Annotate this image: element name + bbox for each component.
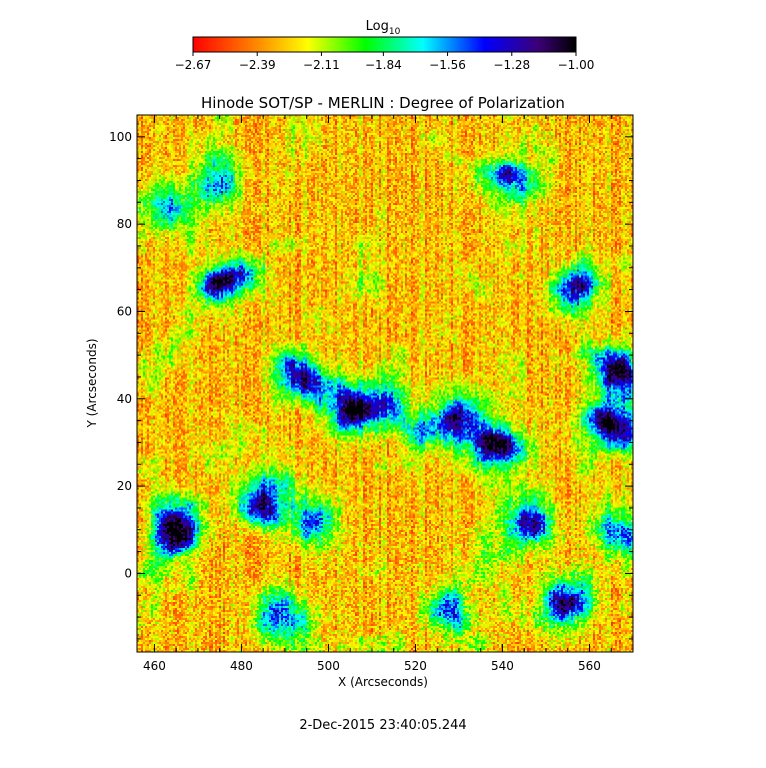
y-axis-label: Y (Arcseconds): [85, 338, 99, 428]
y-tick-label: 0: [124, 566, 132, 580]
colorbar-tick-label: −2.11: [303, 58, 340, 72]
colorbar-tick-label: −1.28: [493, 58, 530, 72]
x-axis-label: X (Arcseconds): [338, 675, 428, 689]
plot-frame: [136, 114, 634, 653]
x-tick-label: 500: [317, 659, 340, 673]
heatmap-image: [137, 115, 633, 652]
colorbar-tick-label: −2.67: [175, 58, 212, 72]
colorbar-gradient: [192, 36, 577, 53]
y-tick-label: 40: [117, 392, 132, 406]
colorbar-tick-label: −1.84: [365, 58, 402, 72]
colorbar-tick-label: −2.39: [239, 58, 276, 72]
x-tick-label: 540: [491, 659, 514, 673]
y-tick-label: 20: [117, 479, 132, 493]
y-axis: 0 20 40 60 80 100: [109, 114, 633, 640]
y-tick-label: 60: [117, 304, 132, 318]
y-tick-label: 80: [117, 217, 132, 231]
polarization-map: [137, 115, 633, 652]
y-tick-label: 100: [109, 130, 132, 144]
colorbar: Log10 −2.67 −2.39 −2.11 −1.84 −1.56 −1.28 −1.0…: [175, 19, 595, 72]
x-tick-label: 560: [578, 659, 601, 673]
x-tick-label: 480: [230, 659, 253, 673]
timestamp: 2-Dec-2015 23:40:05.244: [299, 718, 466, 733]
colorbar-label: Log10: [366, 19, 401, 37]
x-axis: 460 480 500 520 540 560: [143, 115, 634, 673]
x-tick-label: 460: [143, 659, 166, 673]
x-tick-label: 520: [404, 659, 427, 673]
colorbar-ticks: −2.67 −2.39 −2.11 −1.84 −1.56 −1.28 −1.00: [175, 52, 595, 72]
chart-title: Hinode SOT/SP - MERLIN : Degree of Polar…: [201, 94, 565, 112]
colorbar-tick-label: −1.00: [558, 58, 595, 72]
colorbar-tick-label: −1.56: [429, 58, 466, 72]
